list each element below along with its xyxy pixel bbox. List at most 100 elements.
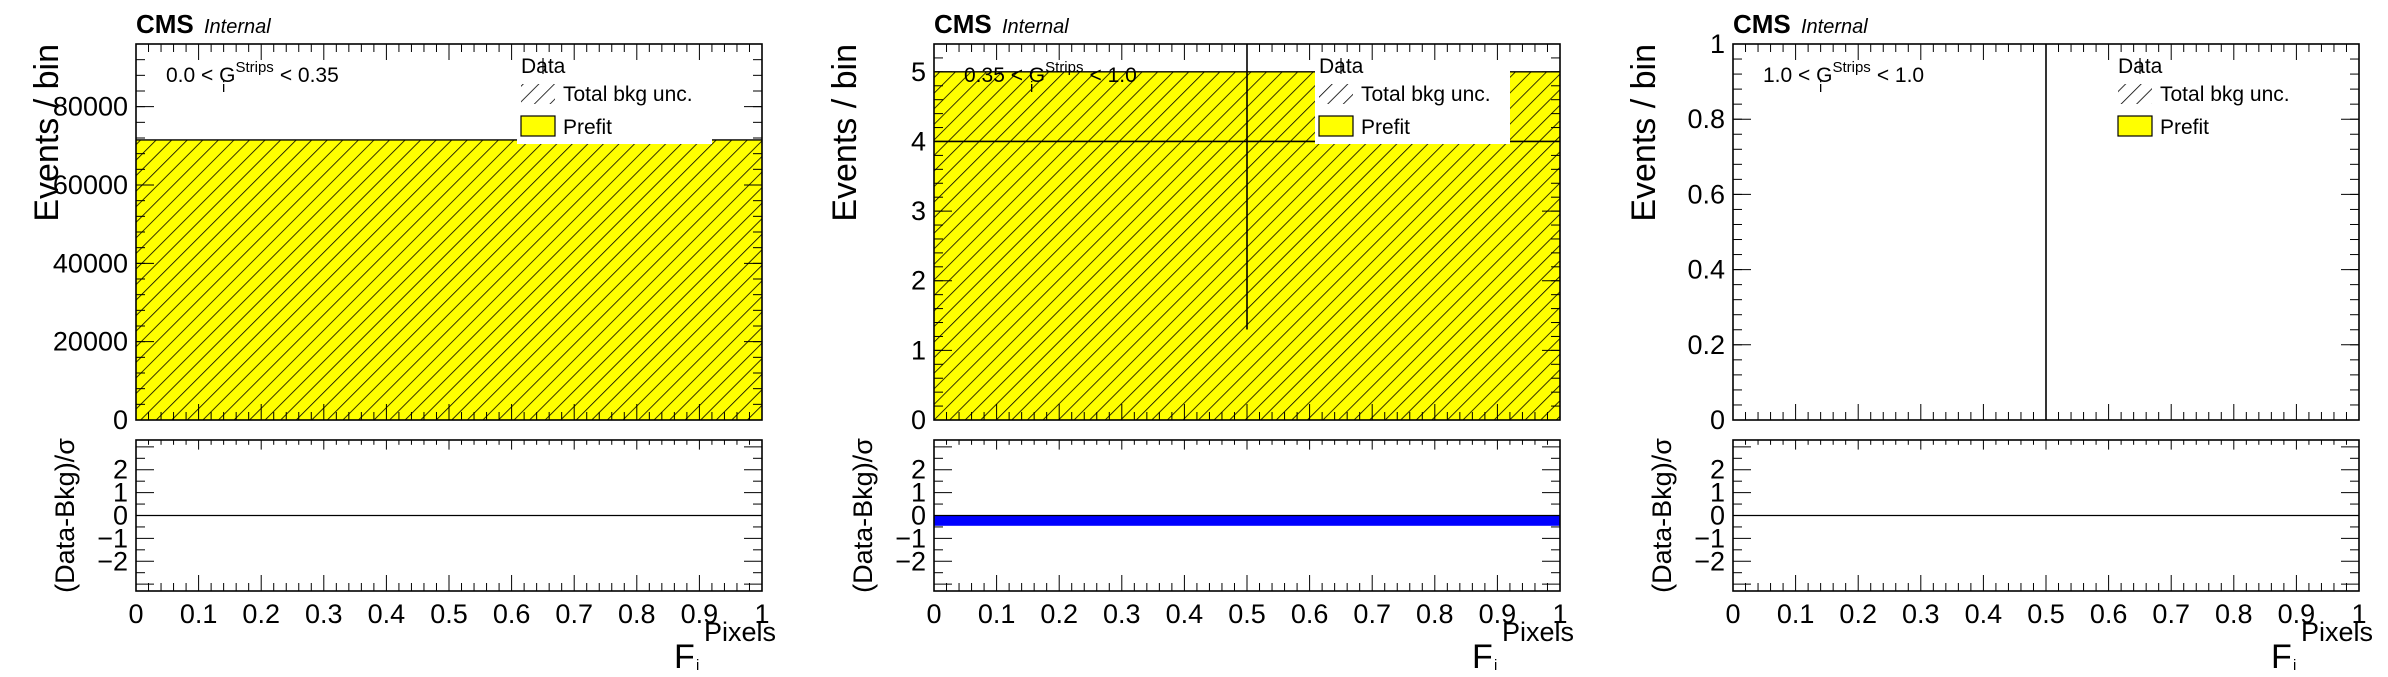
x-axis-title-subscript: i xyxy=(2293,657,2296,672)
y-tick-label: 20000 xyxy=(53,327,128,357)
x-axis-title-subscript: i xyxy=(1494,657,1497,672)
x-tick-label: 0.9 xyxy=(681,599,719,629)
ratio-y-tick-label: 2 xyxy=(1710,455,1725,485)
y-axis-title: Events / bin xyxy=(28,44,66,222)
ratio-y-tick-label: −2 xyxy=(895,546,926,576)
x-axis-title-superscript: Pixels xyxy=(2301,617,2373,647)
x-tick-label: 0.7 xyxy=(1353,599,1391,629)
y-tick-label: 0.2 xyxy=(1687,330,1725,360)
legend: Data Total bkg unc. Prefit xyxy=(517,48,712,144)
ratio-y-tick-label: −1 xyxy=(1694,523,1725,553)
x-axis-title-subscript: i xyxy=(696,657,699,672)
legend-unc-label: Total bkg unc. xyxy=(563,83,693,106)
legend-prefit-swatch xyxy=(1318,115,1354,137)
legend-unc-swatch xyxy=(1319,84,1353,104)
x-tick-label: 0.2 xyxy=(1040,599,1078,629)
legend-prefit-swatch xyxy=(2117,115,2153,137)
legend: Data Total bkg unc. Prefit xyxy=(2117,55,2290,139)
y-tick-label: 5 xyxy=(911,57,926,87)
y-tick-label: 0.8 xyxy=(1687,104,1725,134)
ratio-y-tick-label: 1 xyxy=(1710,478,1725,508)
x-tick-label: 0.3 xyxy=(1103,599,1141,629)
x-tick-label: 0.4 xyxy=(1166,599,1204,629)
x-tick-label: 1 xyxy=(754,599,769,629)
x-tick-label: 0.8 xyxy=(618,599,656,629)
internal-label: Internal xyxy=(1002,16,1069,38)
ratio-y-axis-title: (Data-Bkg)/σ xyxy=(848,438,878,593)
x-tick-label: 1 xyxy=(1552,599,1567,629)
legend: Data Total bkg unc. Prefit xyxy=(1315,48,1510,144)
ratio-y-tick-label: −2 xyxy=(1694,546,1725,576)
cut-label: 1.0 < GStrips < 1.0 xyxy=(1763,59,1924,87)
cms-label: CMS xyxy=(1733,9,1791,39)
x-tick-label: 0.8 xyxy=(2215,599,2253,629)
x-tick-label: 0 xyxy=(1725,599,1740,629)
legend-prefit-label: Prefit xyxy=(2160,116,2209,139)
x-tick-label: 0.8 xyxy=(1416,599,1454,629)
chart-panel-2: Data Total bkg unc. Prefit 0.35 < GStrips < … xyxy=(826,9,1574,676)
x-tick-label: 0.5 xyxy=(2027,599,2065,629)
pull-band xyxy=(934,515,1560,526)
chart-panel-1: Data Total bkg unc. Prefit 0.0 < GStrips < 0… xyxy=(28,9,776,676)
x-tick-label: 1 xyxy=(2351,599,2366,629)
x-tick-label: 0.1 xyxy=(1777,599,1815,629)
x-tick-label: 0.7 xyxy=(555,599,593,629)
y-tick-label: 4 xyxy=(911,126,926,156)
x-tick-label: 0.6 xyxy=(493,599,531,629)
y-tick-label: 1 xyxy=(1710,29,1725,59)
cut-label-subscript: i xyxy=(1030,79,1033,96)
x-tick-label: 0.4 xyxy=(1965,599,2003,629)
x-axis-title-superscript: Pixels xyxy=(704,617,776,647)
y-tick-label: 2 xyxy=(911,266,926,296)
legend-prefit-swatch xyxy=(520,115,556,137)
x-tick-label: 0.2 xyxy=(1839,599,1877,629)
cut-label-subscript: i xyxy=(222,79,225,96)
ratio-y-tick-label: −2 xyxy=(97,546,128,576)
x-tick-label: 0.7 xyxy=(2152,599,2190,629)
x-tick-label: 0 xyxy=(128,599,143,629)
cms-label: CMS xyxy=(136,9,194,39)
y-tick-label: 40000 xyxy=(53,248,128,278)
internal-label: Internal xyxy=(204,16,271,38)
y-tick-label: 0.6 xyxy=(1687,179,1725,209)
x-tick-label: 0.4 xyxy=(368,599,406,629)
internal-label: Internal xyxy=(1801,16,1868,38)
cms-label: CMS xyxy=(934,9,992,39)
y-tick-label: 1 xyxy=(911,335,926,365)
x-axis-title: F xyxy=(2271,638,2292,672)
ratio-y-tick-label: 1 xyxy=(113,478,128,508)
x-tick-label: 0.5 xyxy=(430,599,468,629)
x-tick-label: 0.5 xyxy=(1228,599,1266,629)
x-tick-label: 0 xyxy=(926,599,941,629)
x-tick-label: 0.6 xyxy=(1291,599,1329,629)
ratio-y-axis-title: (Data-Bkg)/σ xyxy=(1647,438,1677,593)
legend-data-label: Data xyxy=(521,55,566,78)
x-tick-label: 0.6 xyxy=(2090,599,2128,629)
legend-prefit-label: Prefit xyxy=(563,116,612,139)
ratio-y-axis-title: (Data-Bkg)/σ xyxy=(50,438,80,593)
legend-unc-swatch xyxy=(2118,84,2152,104)
cut-label: 0.0 < GStrips < 0.35 xyxy=(166,59,339,87)
cut-label: 0.35 < GStrips < 1.0 xyxy=(964,59,1137,87)
legend-data-label: Data xyxy=(1319,55,1364,78)
y-tick-label: 60000 xyxy=(53,170,128,200)
legend-unc-label: Total bkg unc. xyxy=(1361,83,1491,106)
legend-unc-label: Total bkg unc. xyxy=(2160,83,2290,106)
chart-panel-3: Data Total bkg unc. Prefit 1.0 < GStrips < 1… xyxy=(1625,9,2373,676)
x-tick-label: 0.3 xyxy=(1902,599,1940,629)
ratio-y-tick-label: 1 xyxy=(911,478,926,508)
x-axis-title: F xyxy=(1472,638,1493,672)
y-tick-label: 0 xyxy=(113,405,128,435)
legend-data-label: Data xyxy=(2118,55,2163,78)
bkg-unc-hatch xyxy=(136,139,762,421)
x-tick-label: 0.3 xyxy=(305,599,343,629)
y-tick-label: 3 xyxy=(911,196,926,226)
y-tick-label: 0.4 xyxy=(1687,255,1725,285)
cut-label-subscript: i xyxy=(1819,79,1822,96)
ratio-y-tick-label: 2 xyxy=(911,455,926,485)
x-tick-label: 0.1 xyxy=(180,599,218,629)
ratio-y-tick-label: 0 xyxy=(911,501,926,531)
x-axis-title-superscript: Pixels xyxy=(1502,617,1574,647)
